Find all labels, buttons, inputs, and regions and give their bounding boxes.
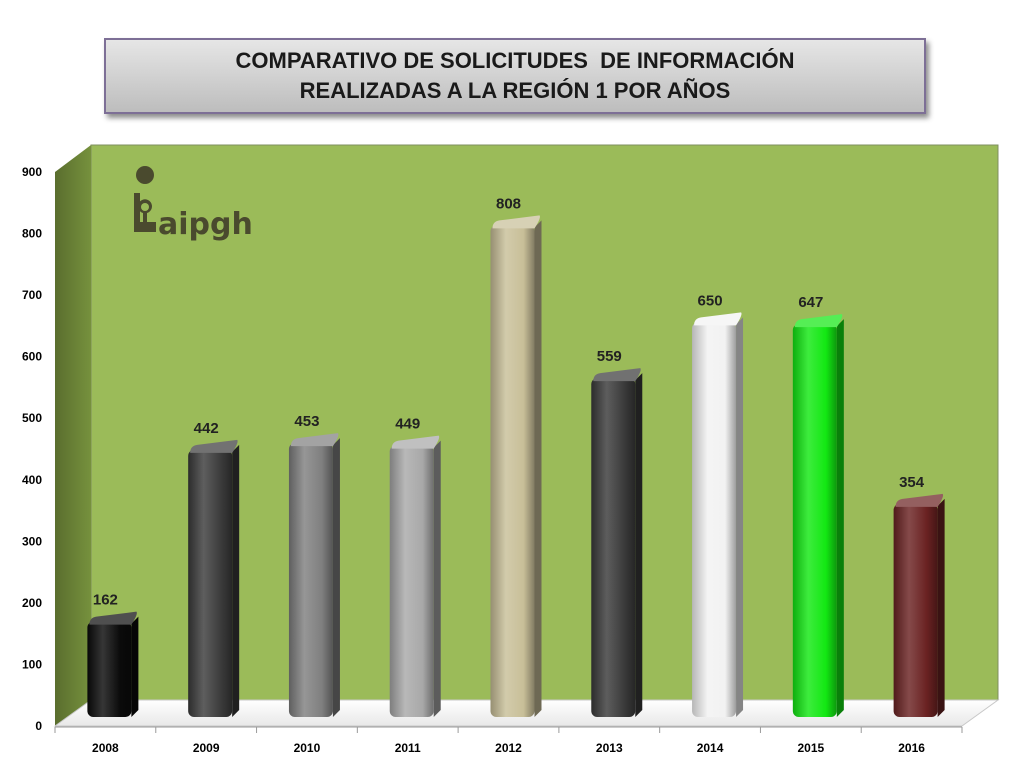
x-tick-label: 2011 bbox=[395, 741, 421, 755]
y-tick-label: 700 bbox=[22, 288, 42, 302]
bar-side bbox=[937, 498, 945, 717]
bar-side bbox=[736, 317, 744, 717]
x-tick-label: 2014 bbox=[697, 741, 724, 755]
bar-top bbox=[794, 314, 843, 328]
x-tick-label: 2010 bbox=[294, 741, 321, 755]
bar-side bbox=[534, 220, 542, 717]
bar-top bbox=[391, 435, 440, 449]
bar-front bbox=[591, 378, 636, 717]
bar-top bbox=[89, 611, 137, 625]
bar-2008 bbox=[87, 611, 139, 717]
info-person-icon bbox=[134, 166, 156, 232]
bar-front bbox=[792, 324, 837, 717]
bar-top bbox=[190, 439, 238, 453]
bar-2012 bbox=[490, 215, 542, 717]
bar-front bbox=[692, 322, 737, 717]
bar-top bbox=[290, 433, 339, 447]
data-label: 650 bbox=[698, 292, 723, 309]
bar-2013 bbox=[591, 368, 643, 717]
bar-2009 bbox=[188, 439, 240, 717]
bar-side bbox=[131, 616, 139, 717]
bar-2014 bbox=[692, 312, 744, 717]
x-tick-label: 2009 bbox=[193, 741, 220, 755]
y-tick-label: 300 bbox=[22, 534, 42, 548]
x-tick-label: 2016 bbox=[898, 741, 925, 755]
bar-front bbox=[87, 621, 132, 717]
chart-title-line-2: REALIZADAS A LA REGIÓN 1 POR AÑOS bbox=[299, 78, 731, 103]
x-tick-label: 2012 bbox=[495, 741, 522, 755]
bar-side bbox=[232, 444, 240, 717]
title-box: COMPARATIVO DE SOLICITUDES DE INFORMACIÓ… bbox=[104, 38, 926, 114]
logo: aipgh bbox=[134, 166, 253, 242]
data-label: 559 bbox=[597, 348, 622, 365]
data-label: 354 bbox=[899, 474, 925, 491]
y-tick-label: 0 bbox=[35, 719, 42, 733]
data-label: 808 bbox=[496, 195, 521, 212]
bar-side bbox=[433, 440, 441, 717]
bar-front bbox=[490, 225, 535, 717]
y-tick-label: 100 bbox=[22, 657, 42, 671]
logo-text: aipgh bbox=[158, 207, 253, 242]
y-tick-label: 500 bbox=[22, 411, 42, 425]
bar-top bbox=[694, 312, 742, 326]
bar-side bbox=[836, 319, 844, 717]
data-label: 442 bbox=[194, 420, 219, 437]
bar-front bbox=[389, 445, 434, 717]
bar-front bbox=[188, 449, 233, 717]
y-tick-label: 600 bbox=[22, 350, 42, 364]
x-tick-label: 2013 bbox=[596, 741, 623, 755]
bar-top bbox=[492, 215, 540, 229]
plot-side-wall bbox=[55, 145, 91, 726]
bar-top bbox=[895, 493, 944, 507]
bar-side bbox=[635, 373, 643, 717]
bar-top bbox=[593, 368, 641, 382]
y-tick-label: 200 bbox=[22, 596, 42, 610]
bar-2016 bbox=[893, 493, 945, 717]
y-tick-label: 400 bbox=[22, 473, 42, 487]
x-tick-label: 2008 bbox=[92, 741, 119, 755]
bar-2011 bbox=[389, 435, 441, 717]
data-label: 449 bbox=[395, 416, 420, 433]
data-label: 162 bbox=[93, 592, 118, 609]
data-label: 453 bbox=[294, 413, 319, 430]
y-tick-label: 900 bbox=[22, 165, 42, 179]
data-label: 647 bbox=[798, 294, 823, 311]
bar-2010 bbox=[288, 433, 340, 717]
bar-front bbox=[893, 503, 938, 717]
y-tick-label: 800 bbox=[22, 227, 42, 241]
bar-front bbox=[288, 443, 333, 717]
chart-title-line-1: COMPARATIVO DE SOLICITUDES DE INFORMACIÓ… bbox=[235, 48, 795, 73]
bar-side bbox=[332, 438, 340, 717]
bar-2015 bbox=[792, 314, 844, 717]
plot-area bbox=[90, 144, 999, 701]
x-tick-label: 2015 bbox=[797, 741, 824, 755]
